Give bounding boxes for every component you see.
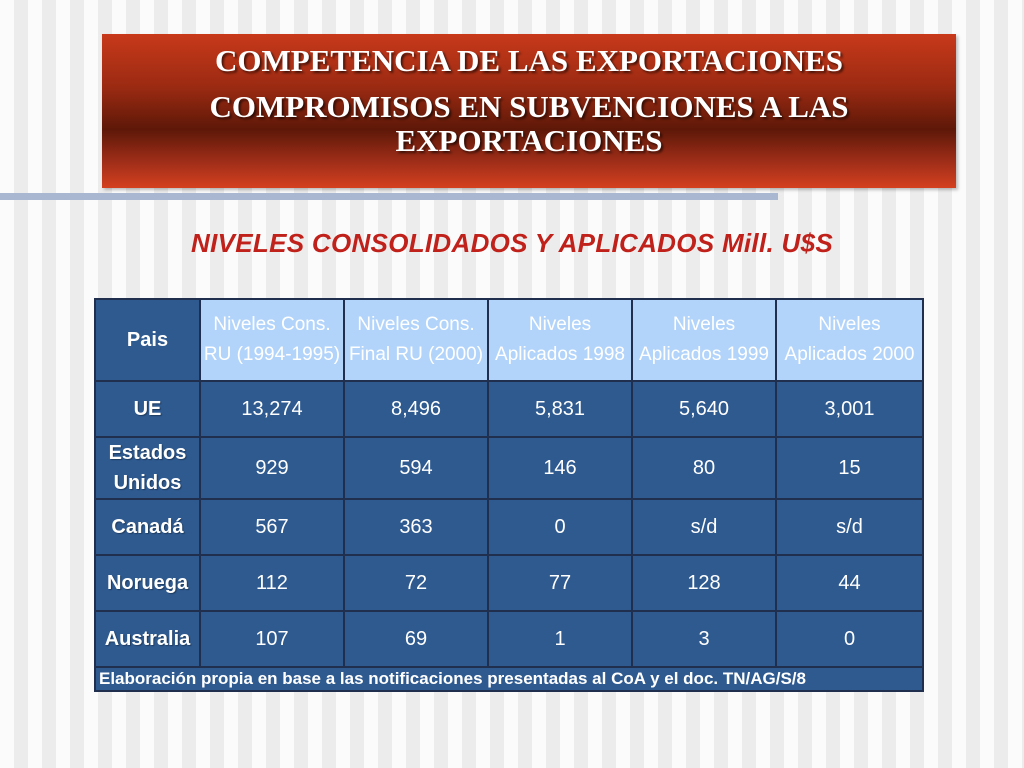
divider-rule [0,193,778,200]
value-cell: 8,496 [343,380,489,438]
table-row: Noruega 112 72 77 128 44 [94,554,924,612]
column-header-applied-2000: Niveles Aplicados 2000 [775,298,924,382]
table-header-row: Pais Niveles Cons. RU (1994-1995) Nivele… [94,298,924,382]
value-cell: 5,640 [631,380,777,438]
value-cell: 107 [199,610,345,668]
export-subsidies-table: Pais Niveles Cons. RU (1994-1995) Nivele… [94,298,924,692]
value-cell: 15 [775,436,924,500]
country-cell: Estados Unidos [94,436,201,500]
table-row: Estados Unidos 929 594 146 80 15 [94,436,924,500]
source-footnote: Elaboración propia en base a las notific… [94,666,924,692]
value-cell: 146 [487,436,633,500]
value-cell: 1 [487,610,633,668]
column-header-applied-1999: Niveles Aplicados 1999 [631,298,777,382]
value-cell: 80 [631,436,777,500]
value-cell: 128 [631,554,777,612]
country-cell: UE [94,380,201,438]
footnote-row: Elaboración propia en base a las notific… [94,666,924,692]
country-cell: Noruega [94,554,201,612]
value-cell: 363 [343,498,489,556]
value-cell: s/d [775,498,924,556]
table-row: Australia 107 69 1 3 0 [94,610,924,668]
value-cell: 5,831 [487,380,633,438]
value-cell: 69 [343,610,489,668]
column-header-applied-1998: Niveles Aplicados 1998 [487,298,633,382]
column-header-country: Pais [94,298,201,382]
value-cell: 594 [343,436,489,500]
value-cell: 929 [199,436,345,500]
title-banner: COMPETENCIA DE LAS EXPORTACIONES COMPROM… [102,34,956,188]
value-cell: 112 [199,554,345,612]
country-cell: Australia [94,610,201,668]
slide-title: COMPETENCIA DE LAS EXPORTACIONES [215,43,843,78]
value-cell: 77 [487,554,633,612]
table-row: Canadá 567 363 0 s/d s/d [94,498,924,556]
value-cell: 3 [631,610,777,668]
value-cell: 72 [343,554,489,612]
value-cell: 567 [199,498,345,556]
column-header-cons-final: Niveles Cons. Final RU (2000) [343,298,489,382]
value-cell: 0 [775,610,924,668]
value-cell: s/d [631,498,777,556]
country-cell: Canadá [94,498,201,556]
slide-title-secondary: COMPROMISOS EN SUBVENCIONES A LAS EXPORT… [209,89,849,158]
value-cell: 0 [487,498,633,556]
value-cell: 3,001 [775,380,924,438]
value-cell: 13,274 [199,380,345,438]
table-row: UE 13,274 8,496 5,831 5,640 3,001 [94,380,924,438]
value-cell: 44 [775,554,924,612]
table-subtitle: NIVELES CONSOLIDADOS Y APLICADOS Mill. U… [191,228,833,258]
column-header-cons-ru: Niveles Cons. RU (1994-1995) [199,298,345,382]
